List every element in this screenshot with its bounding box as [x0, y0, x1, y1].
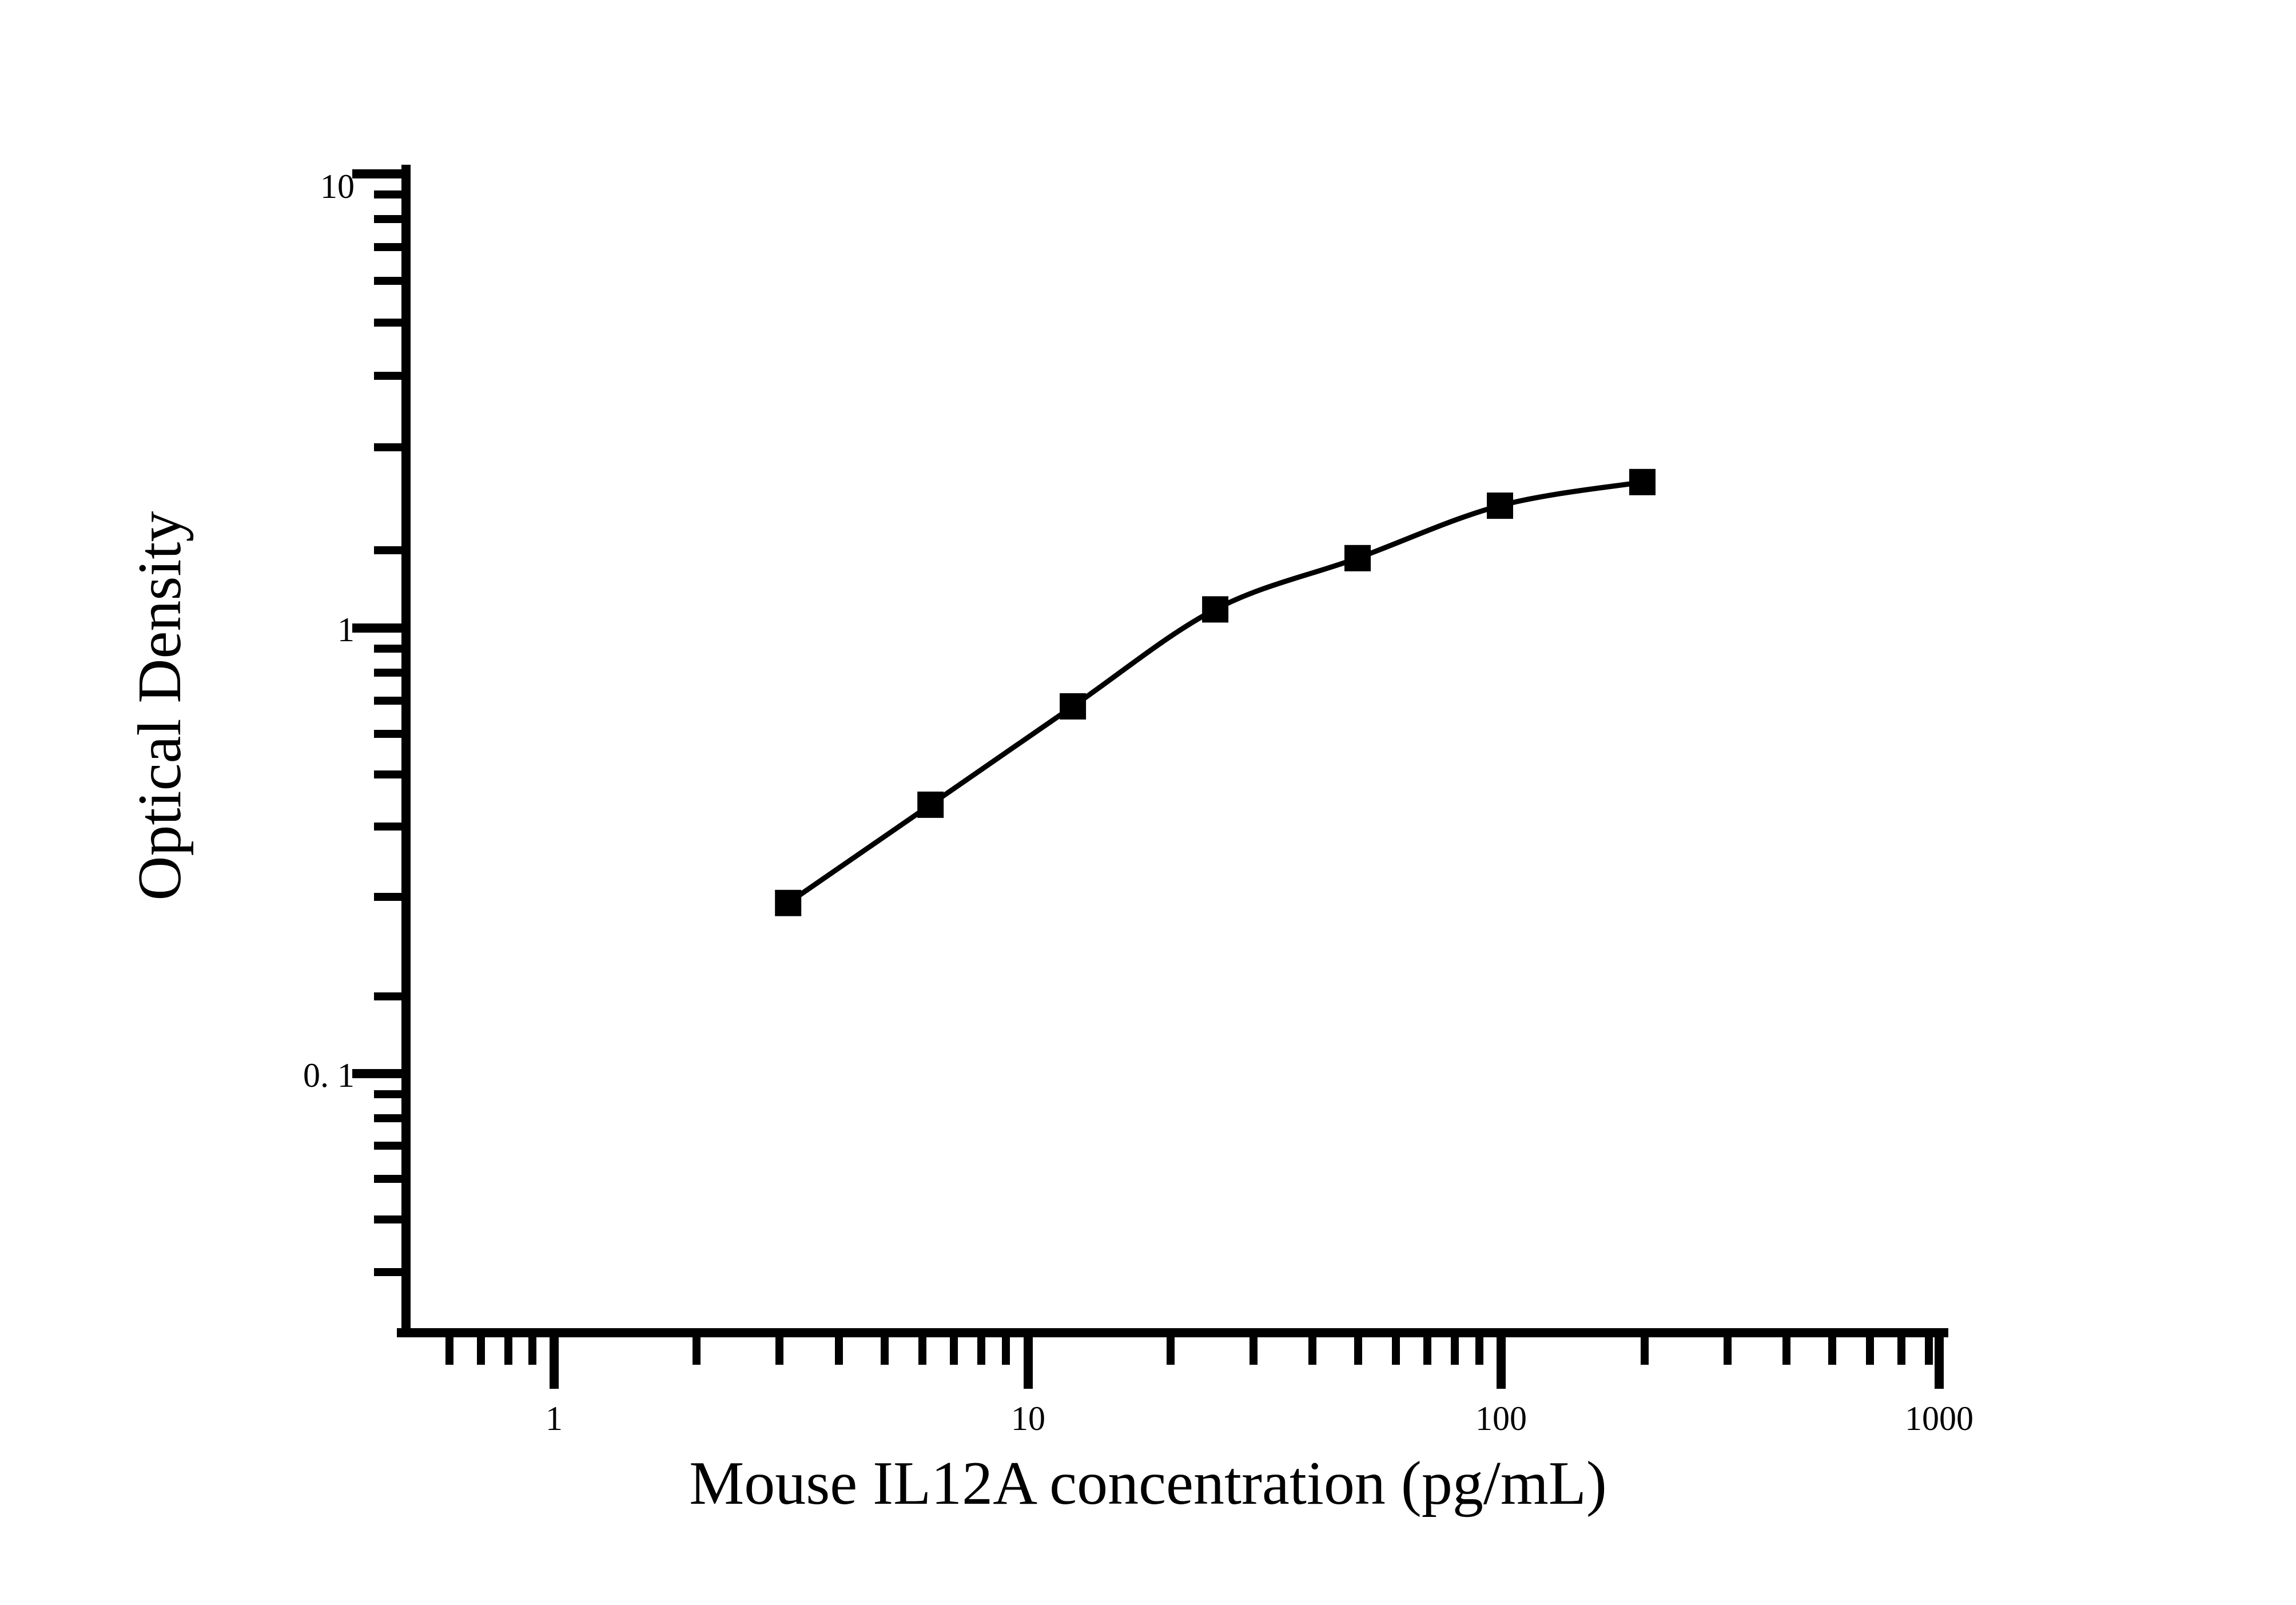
y-major-ticks — [352, 169, 406, 1078]
y-tick-label-1: 1 — [337, 611, 355, 649]
data-point-marker — [1202, 596, 1229, 623]
axis-spines — [397, 165, 1948, 1337]
data-point-marker — [775, 889, 802, 916]
data-point-markers — [775, 468, 1656, 916]
x-tick-label-1000: 1000 — [1905, 1400, 1973, 1437]
x-tick-label-10: 10 — [1011, 1400, 1045, 1437]
x-major-ticks — [550, 1333, 1944, 1389]
data-point-marker — [1060, 693, 1087, 720]
x-tick-label-1: 1 — [546, 1400, 563, 1437]
data-point-marker — [917, 791, 944, 818]
x-tick-label-100: 100 — [1475, 1400, 1527, 1437]
x-axis-title: Mouse IL12A concentration (pg/mL) — [689, 1449, 1607, 1517]
x-minor-ticks — [445, 1333, 1933, 1365]
y-tick-label-10: 10 — [320, 168, 355, 205]
standard-curve-line — [785, 479, 1645, 906]
data-point-marker — [1344, 545, 1371, 571]
data-point-marker — [1487, 492, 1513, 519]
data-point-marker — [1629, 468, 1656, 495]
y-tick-label-0-1: 0. 1 — [303, 1056, 355, 1094]
y-minor-ticks — [374, 190, 406, 1276]
y-axis-title: Optical Density — [126, 511, 194, 901]
